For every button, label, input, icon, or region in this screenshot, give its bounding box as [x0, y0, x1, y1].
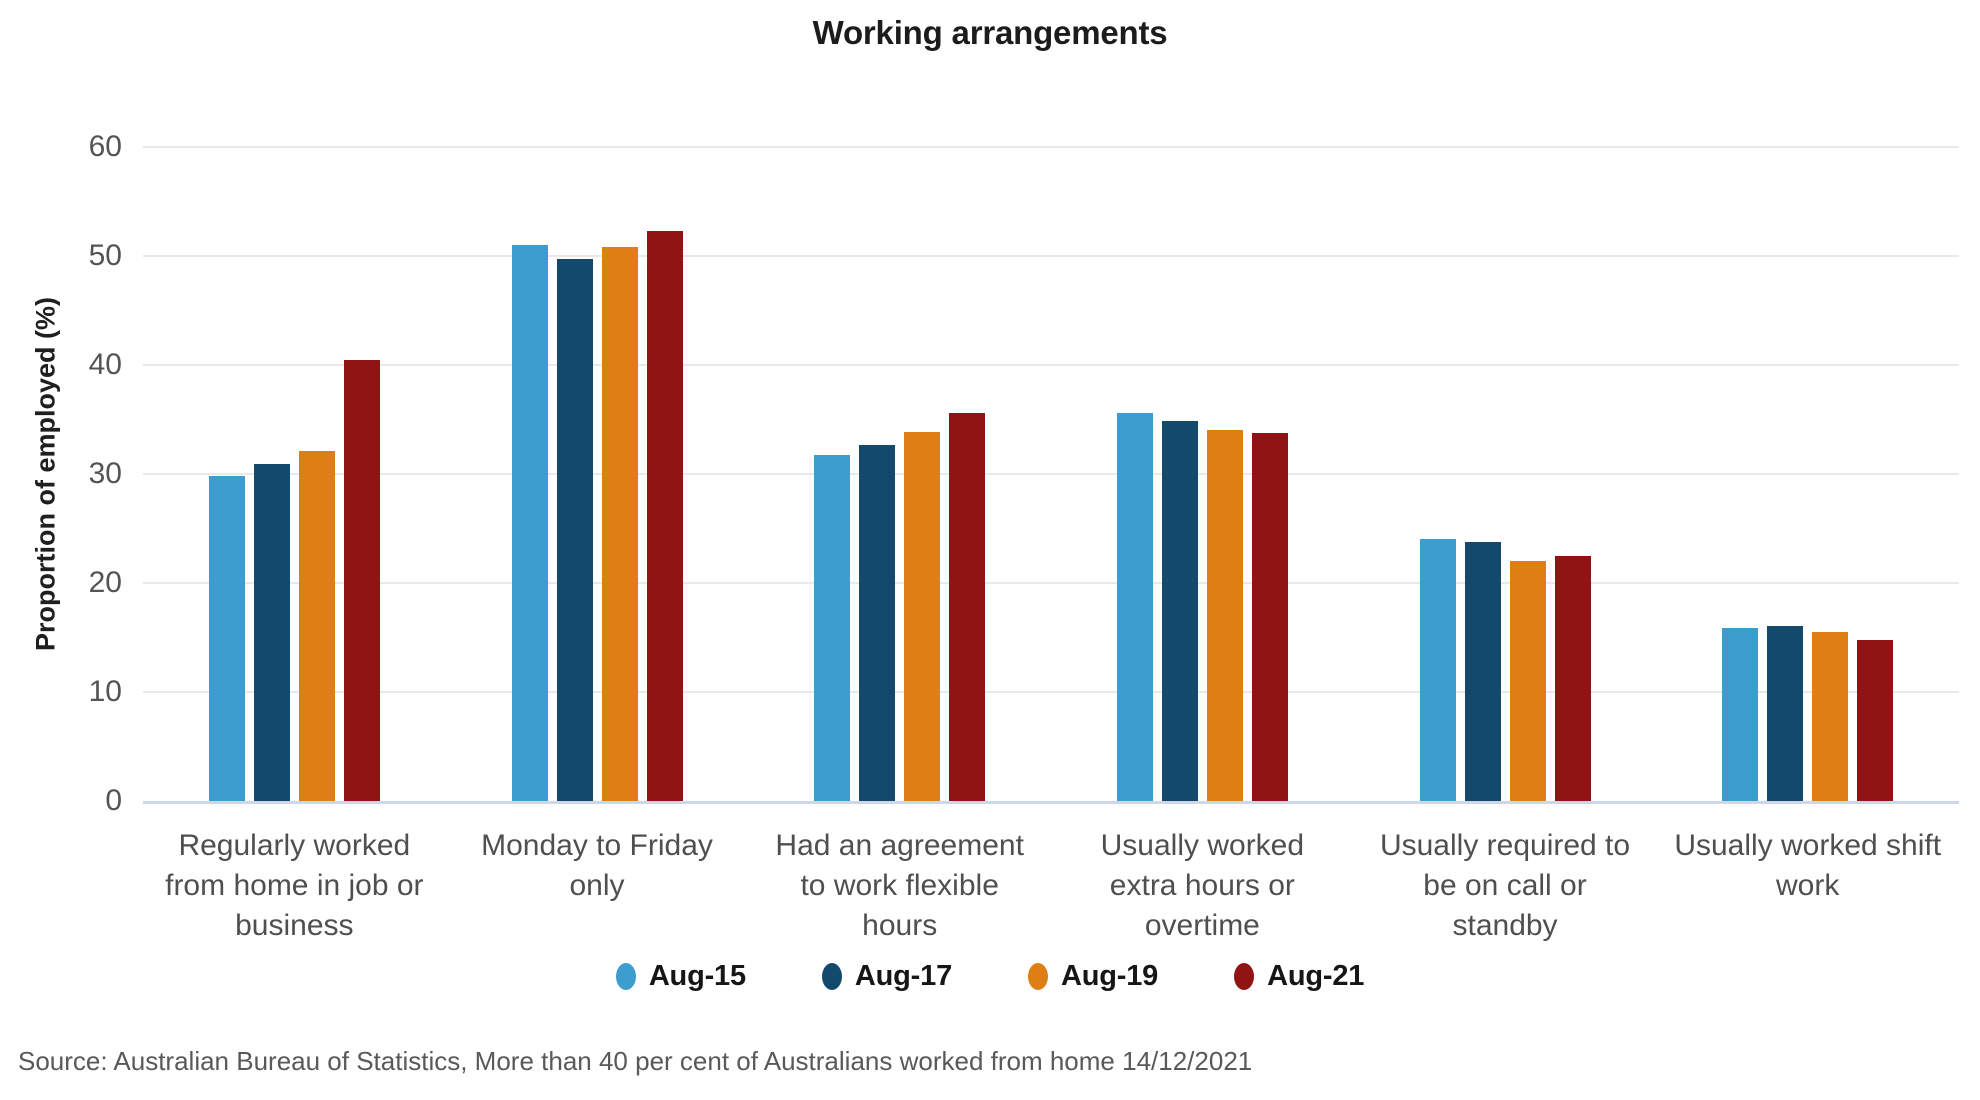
bar-groups — [143, 147, 1959, 801]
bar[interactable] — [1509, 561, 1546, 801]
bar[interactable] — [1251, 432, 1288, 801]
plot-area — [143, 146, 1959, 804]
legend-item[interactable]: Aug-17 — [821, 960, 952, 993]
legend-swatch-icon — [821, 963, 842, 990]
x-axis-category-labels: Regularly worked from home in job or busin… — [143, 826, 1959, 946]
legend-swatch-icon — [1234, 963, 1255, 990]
y-tick-label-40: 40 — [88, 348, 122, 381]
legend-label: Aug-15 — [648, 960, 746, 992]
legend-item[interactable]: Aug-15 — [615, 960, 746, 993]
bar[interactable] — [904, 431, 941, 801]
category-label: Regularly worked from home in job or busin… — [165, 829, 424, 942]
gridline-40 — [143, 364, 1959, 366]
legend-item[interactable]: Aug-19 — [1028, 960, 1158, 993]
bar-group — [446, 147, 749, 801]
legend-label: Aug-17 — [854, 960, 952, 992]
chart-title: Working arrangements — [812, 14, 1168, 51]
bar-group — [143, 147, 446, 801]
bar[interactable] — [298, 451, 335, 801]
y-tick-label-30: 30 — [88, 457, 122, 490]
bar[interactable] — [859, 444, 896, 801]
category-label: Usually required to be on call or standby — [1379, 829, 1631, 942]
bar[interactable] — [646, 230, 683, 801]
legend-label: Aug-19 — [1061, 960, 1159, 992]
bar-group — [1354, 147, 1657, 801]
y-tick-label-50: 50 — [88, 239, 122, 272]
bar[interactable] — [949, 412, 986, 801]
y-tick-label-0: 0 — [105, 784, 122, 817]
bar[interactable] — [1857, 639, 1894, 801]
bar[interactable] — [601, 247, 638, 801]
y-tick-label-10: 10 — [88, 675, 122, 708]
bar[interactable] — [1812, 632, 1849, 801]
gridline-60 — [143, 146, 1959, 148]
y-tick-label-20: 20 — [88, 566, 122, 599]
category-label: Usually worked shift work — [1674, 829, 1942, 902]
bar[interactable] — [1722, 627, 1759, 801]
bar[interactable] — [1554, 555, 1591, 801]
category-label: Monday to Friday only — [481, 829, 713, 902]
bar-group — [1656, 147, 1959, 801]
y-tick-label-60: 60 — [88, 130, 122, 163]
bar[interactable] — [343, 359, 380, 801]
source-note: Source: Australian Bureau of Statistics,… — [18, 1046, 1253, 1076]
bar[interactable] — [1161, 420, 1198, 801]
bar[interactable] — [1464, 541, 1501, 801]
gridline-30 — [143, 473, 1959, 475]
legend-swatch-icon — [1028, 963, 1048, 990]
gridline-20 — [143, 582, 1959, 584]
bar[interactable] — [511, 245, 548, 801]
bar-group — [748, 147, 1051, 801]
bar[interactable] — [208, 476, 245, 801]
bar[interactable] — [556, 259, 593, 801]
bar-group — [1051, 147, 1354, 801]
y-axis-tick-labels: 0 10 20 30 40 50 60 — [0, 0, 122, 1100]
chart-legend: Aug-15 Aug-17 Aug-19 Aug-21 — [0, 960, 1980, 993]
bar[interactable] — [1419, 539, 1456, 801]
legend-label: Aug-21 — [1267, 960, 1365, 992]
bar[interactable] — [253, 464, 290, 801]
legend-item[interactable]: Aug-21 — [1234, 960, 1364, 993]
bar[interactable] — [1767, 625, 1804, 801]
gridline-10 — [143, 691, 1959, 693]
legend-swatch-icon — [615, 963, 636, 990]
bar[interactable] — [814, 455, 851, 801]
bar[interactable] — [1206, 430, 1243, 801]
gridline-50 — [143, 255, 1959, 257]
category-label: Usually worked extra hours or overtime — [1100, 829, 1305, 942]
bar[interactable] — [1116, 412, 1153, 801]
category-label: Had an agreement to work flexible hours — [775, 829, 1024, 942]
